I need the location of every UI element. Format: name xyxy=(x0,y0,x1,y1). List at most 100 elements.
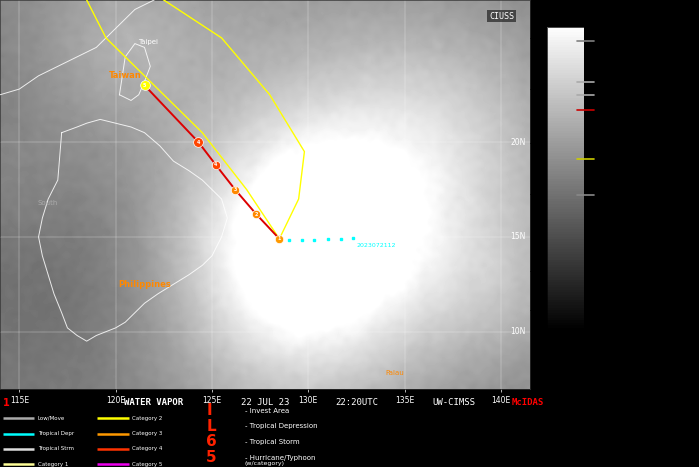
Bar xyxy=(547,113,584,116)
Bar xyxy=(547,232,584,234)
Text: 23JUL2023/06:00UTC  (source:JTWC): 23JUL2023/06:00UTC (source:JTWC) xyxy=(601,134,699,141)
Text: Category 4: Category 4 xyxy=(132,446,162,452)
Bar xyxy=(547,247,584,249)
Bar xyxy=(547,224,584,226)
Bar xyxy=(547,35,584,37)
Bar xyxy=(547,166,584,169)
Bar xyxy=(547,275,584,277)
Bar xyxy=(547,111,584,113)
Text: McIDAS: McIDAS xyxy=(512,398,544,407)
Bar xyxy=(547,55,584,57)
Text: WATER VAPOR: WATER VAPOR xyxy=(124,398,183,407)
Bar xyxy=(547,189,584,191)
Bar xyxy=(547,262,584,265)
Bar xyxy=(547,197,584,199)
Text: 5: 5 xyxy=(143,83,146,88)
Bar xyxy=(547,217,584,219)
Text: Legend: Legend xyxy=(589,10,622,19)
Bar xyxy=(547,325,584,328)
Bar xyxy=(547,312,584,315)
Bar xyxy=(547,323,584,325)
Bar xyxy=(547,249,584,252)
Bar xyxy=(547,90,584,93)
Bar xyxy=(547,303,584,305)
Text: 6: 6 xyxy=(206,434,217,449)
Bar xyxy=(547,27,584,330)
Text: 20230723/082000UTC: 20230723/082000UTC xyxy=(601,53,679,59)
Text: Category 3: Category 3 xyxy=(132,431,162,436)
Bar xyxy=(547,186,584,189)
Bar xyxy=(547,214,584,217)
Text: -55: -55 xyxy=(529,85,542,94)
Bar xyxy=(547,32,584,35)
Bar xyxy=(547,80,584,83)
Bar xyxy=(547,78,584,80)
Text: UW-CIMSS: UW-CIMSS xyxy=(433,398,476,407)
Text: degC: degC xyxy=(556,354,575,362)
Bar xyxy=(547,108,584,111)
Bar xyxy=(547,88,584,90)
Bar xyxy=(547,85,584,88)
Bar xyxy=(547,133,584,136)
Text: 4: 4 xyxy=(196,140,200,145)
Bar xyxy=(547,169,584,171)
Text: 4: 4 xyxy=(214,163,217,167)
Bar xyxy=(547,103,584,106)
Text: Category 1: Category 1 xyxy=(38,462,68,467)
Bar xyxy=(547,131,584,133)
Bar xyxy=(547,255,584,257)
Bar xyxy=(547,146,584,149)
Bar xyxy=(547,70,584,73)
Text: Official TCFC Forecast: Official TCFC Forecast xyxy=(598,155,681,164)
Bar xyxy=(547,138,584,141)
Bar xyxy=(547,295,584,297)
Bar xyxy=(547,60,584,63)
Bar xyxy=(547,163,584,166)
Text: Taipei: Taipei xyxy=(138,39,159,45)
Bar xyxy=(547,126,584,128)
Bar xyxy=(547,237,584,240)
Text: 2023072112: 2023072112 xyxy=(356,242,396,248)
Text: Taiwan: Taiwan xyxy=(109,71,142,80)
Text: - Invest Area: - Invest Area xyxy=(245,408,289,413)
Bar xyxy=(547,242,584,244)
Bar xyxy=(547,269,584,272)
Bar xyxy=(547,201,584,204)
Bar xyxy=(547,310,584,312)
Bar xyxy=(547,73,584,75)
Bar xyxy=(547,176,584,179)
Bar xyxy=(547,63,584,65)
Text: I: I xyxy=(206,403,212,418)
Bar xyxy=(547,57,584,60)
Bar xyxy=(547,219,584,222)
Text: -20: -20 xyxy=(529,268,542,276)
Bar xyxy=(547,27,584,30)
Bar xyxy=(547,151,584,154)
Bar xyxy=(547,123,584,126)
Bar xyxy=(547,93,584,95)
Text: 10N: 10N xyxy=(510,327,526,336)
Bar xyxy=(547,320,584,323)
Bar xyxy=(547,315,584,318)
Bar xyxy=(547,297,584,300)
Bar xyxy=(547,244,584,247)
Text: -45: -45 xyxy=(529,139,542,148)
Bar xyxy=(547,100,584,103)
Bar xyxy=(547,65,584,68)
Bar xyxy=(547,161,584,163)
Bar xyxy=(547,181,584,184)
Bar xyxy=(547,290,584,292)
Bar xyxy=(547,252,584,255)
Bar xyxy=(547,158,584,161)
Bar xyxy=(547,234,584,237)
Text: 20N: 20N xyxy=(510,138,526,147)
Text: Category 2: Category 2 xyxy=(132,416,162,421)
Bar xyxy=(547,42,584,45)
Text: 22 JUL 23: 22 JUL 23 xyxy=(241,398,290,407)
Bar xyxy=(547,171,584,174)
Bar xyxy=(547,143,584,146)
Bar xyxy=(547,128,584,131)
Bar xyxy=(547,277,584,280)
Bar xyxy=(547,136,584,138)
Text: - Tropical Storm: - Tropical Storm xyxy=(245,439,299,445)
